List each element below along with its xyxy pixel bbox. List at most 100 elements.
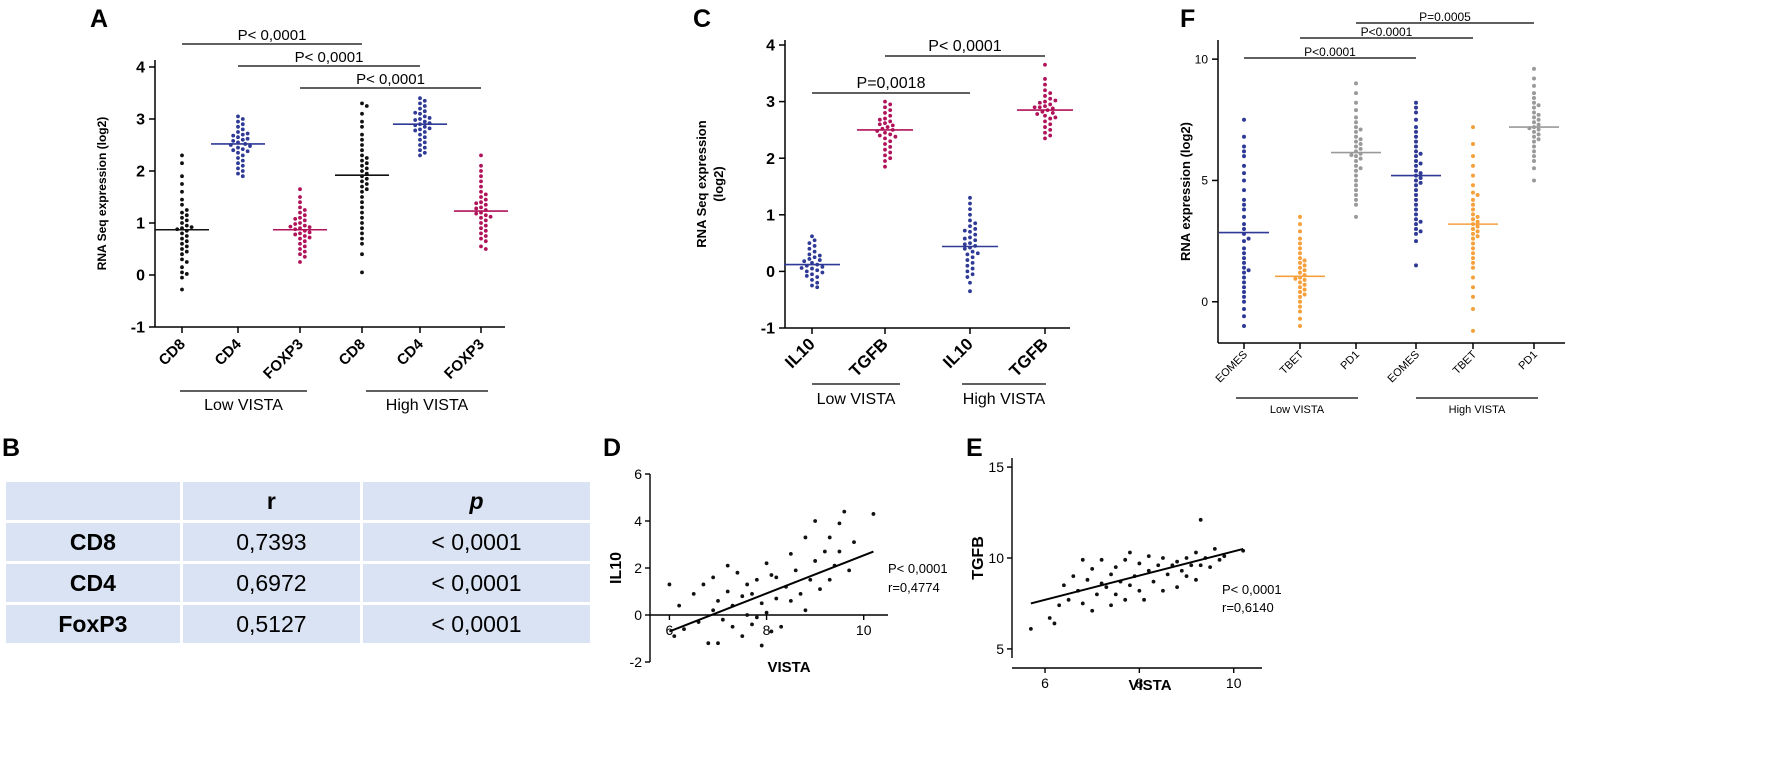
table-row: FoxP3 0,5127 < 0,0001 — [6, 605, 590, 643]
chart-a-data-point — [302, 249, 307, 254]
chart-d-data-point — [774, 575, 779, 580]
chart-a-data-point — [360, 119, 364, 124]
chart-f-data-point — [1242, 134, 1246, 139]
chart-a-data-point — [422, 145, 427, 150]
chart-f-data-point — [1298, 309, 1302, 314]
chart-a-data-point — [236, 124, 240, 129]
chart-a-data-point — [236, 166, 240, 171]
chart-c-data-point — [968, 280, 972, 285]
chart-f-data-point — [1532, 144, 1536, 149]
chart-f-data-point — [1414, 231, 1418, 236]
chart-f-data-point — [1414, 212, 1418, 217]
chart-a-data-point — [360, 124, 364, 129]
chart-c-data-point — [1043, 136, 1047, 141]
chart-c-data-point — [812, 244, 817, 248]
chart-f-data-point — [1414, 217, 1418, 222]
chart-f-category-label: EOMES — [1214, 349, 1251, 386]
chart-f-data-point — [1414, 159, 1418, 164]
chart-a-data-point — [422, 135, 427, 140]
chart-e-regression-line — [1030, 547, 1244, 605]
chart-d-data-point — [774, 596, 779, 601]
chart-a-data-point — [240, 158, 245, 163]
chart-e-data-point — [1066, 597, 1071, 602]
chart-a-data-point — [360, 215, 364, 220]
chart-f-data-point — [1532, 154, 1536, 159]
chart-e-data-point — [1198, 517, 1203, 522]
chart-c-data-point — [970, 255, 975, 260]
chart-d-data-point — [813, 559, 818, 563]
chart-d-data-point — [740, 594, 745, 599]
chart-a-data-point — [180, 275, 184, 280]
chart-a-data-point — [360, 111, 364, 116]
chart-a-group-label: Low VISTA — [204, 397, 283, 414]
chart-e-data-point — [1146, 554, 1151, 559]
chart-e-data-point — [1198, 563, 1203, 568]
chart-a-data-point — [184, 260, 189, 264]
chart-a-data-point — [298, 247, 302, 251]
chart-a-data-point — [307, 235, 312, 240]
chart-c-data-point — [812, 249, 817, 254]
chart-d-data-point — [750, 591, 754, 596]
chart-a-data-point — [418, 127, 422, 132]
chart-a-data-point — [364, 156, 369, 160]
chart-c-data-point — [810, 234, 814, 239]
chart-f-category-label: EOMES — [1386, 349, 1423, 386]
table-cell-r: 0,5127 — [182, 605, 360, 643]
chart-e-data-point — [1099, 557, 1104, 562]
chart-f-group-label: High VISTA — [1449, 404, 1506, 416]
chart-f-data-point — [1471, 202, 1475, 207]
chart-c-p-value-label: P< 0,0001 — [928, 38, 1002, 55]
chart-f-data-point — [1532, 149, 1536, 154]
chart-e-data-point — [1123, 597, 1128, 602]
chart-a-data-point — [298, 252, 302, 257]
chart-a-data-point — [240, 147, 245, 152]
chart-f-data-point — [1242, 222, 1246, 227]
chart-f-data-point — [1471, 207, 1475, 212]
chart-e-data-point — [1028, 627, 1033, 631]
chart-a-data-point — [184, 272, 189, 276]
chart-a-data-point — [293, 222, 298, 226]
table-header-r: r — [182, 482, 360, 520]
chart-c-data-point — [1043, 119, 1047, 124]
chart-c-data-point — [1043, 82, 1047, 87]
chart-f-data-point — [1418, 180, 1423, 185]
chart-a-data-point — [360, 241, 364, 246]
chart-c-data-point — [1032, 105, 1037, 110]
chart-e-y-tick-label: 5 — [996, 641, 1004, 657]
chart-c-data-point — [968, 207, 972, 212]
chart-a-data-point — [364, 182, 369, 186]
chart-c-data-point — [1035, 112, 1040, 116]
chart-f-data-point — [1354, 163, 1358, 168]
chart-a-y-tick-label: 1 — [136, 216, 145, 233]
chart-d-data-point — [754, 615, 759, 620]
chart-f-data-point — [1532, 91, 1536, 96]
chart-f-data-point — [1471, 241, 1475, 246]
chart-f-data-point — [1471, 183, 1475, 188]
chart-a-data-point — [479, 215, 483, 220]
table-row: CD4 0,6972 < 0,0001 — [6, 564, 590, 602]
chart-a-data-point — [180, 215, 184, 220]
chart-a-data-point — [298, 210, 302, 215]
chart-f-data-point — [1242, 188, 1246, 193]
chart-f-data-point — [1354, 188, 1358, 193]
chart-f-data-point — [1471, 173, 1475, 178]
chart-f-data-point — [1414, 226, 1418, 231]
chart-f-data-point — [1298, 260, 1302, 265]
chart-a-category-label: CD4 — [394, 335, 428, 369]
chart-f-data-point — [1475, 229, 1480, 234]
chart-c-data-point — [815, 268, 820, 273]
chart-c-data-point — [820, 270, 825, 275]
chart-c-data-point — [817, 258, 822, 262]
chart-c-category-label: IL10 — [781, 334, 818, 371]
chart-d-data-point — [764, 610, 769, 615]
chart-c-data-point — [1037, 105, 1042, 110]
chart-a-data-point — [240, 127, 245, 132]
chart-c-data-point — [968, 289, 972, 294]
chart-a-data-point — [364, 161, 369, 166]
chart-f-data-point — [1471, 256, 1475, 261]
chart-c-y-axis-label: (log2) — [711, 166, 726, 201]
chart-c-data-point — [1050, 111, 1055, 115]
chart-f-data-point — [1414, 202, 1418, 207]
chart-f-data-point — [1414, 117, 1418, 122]
chart-f-data-point — [1354, 81, 1358, 86]
